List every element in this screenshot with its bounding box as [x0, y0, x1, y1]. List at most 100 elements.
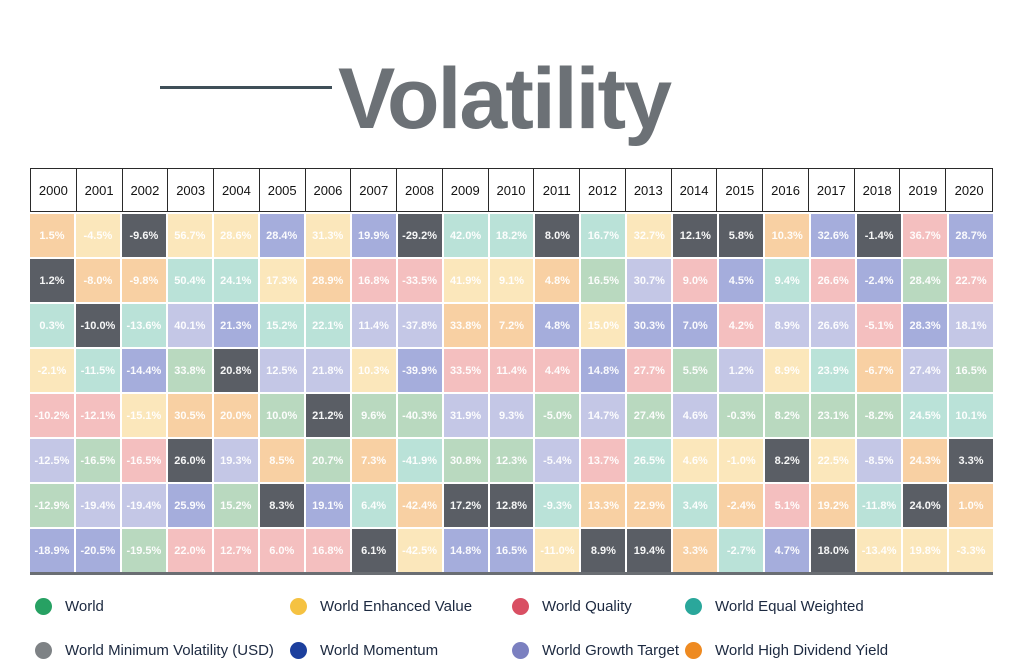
grid-cell-2008-min_vol: -29.2% [397, 214, 442, 257]
grid-cell-2007-equal_weighted: 6.4% [351, 484, 396, 527]
grid-cell-2003-min_vol: 26.0% [167, 439, 212, 482]
year-header-2016: 2016 [763, 169, 809, 211]
grid-cell-2020-world: 16.5% [949, 349, 993, 392]
grid-cell-2016-momentum: 4.7% [765, 529, 810, 572]
grid-cell-2014-enhanced_value: 4.6% [673, 439, 718, 482]
grid-cell-2011-growth_target: -5.4% [535, 439, 580, 482]
grid-cell-2000-equal_weighted: 0.3% [30, 304, 74, 347]
grid-cell-2007-momentum: 19.9% [351, 214, 396, 257]
legend-label-quality: World Quality [542, 597, 632, 615]
grid-cell-2018-quality: -5.1% [857, 304, 902, 347]
grid-cell-2019-growth_target: 27.4% [903, 349, 948, 392]
grid-cell-2008-growth_target: -37.8% [397, 304, 442, 347]
enhanced_value-legend-dot-icon [290, 597, 307, 615]
year-header-2000: 2000 [31, 169, 77, 211]
year-header-2005: 2005 [260, 169, 306, 211]
legend-label-growth_target: World Growth Target [542, 641, 679, 659]
grid-cell-2018-equal_weighted: -11.8% [857, 484, 902, 527]
grid-cell-2005-quality: 6.0% [259, 529, 304, 572]
year-header-2010: 2010 [489, 169, 535, 211]
grid-cell-2004-quality: 12.7% [213, 529, 258, 572]
quality-legend-dot-icon [512, 597, 529, 615]
grid-cell-2006-world: 20.7% [305, 439, 350, 482]
grid-cell-2006-equal_weighted: 22.1% [305, 304, 350, 347]
year-header-2012: 2012 [580, 169, 626, 211]
grid-cell-2001-high_dividend: -8.0% [75, 259, 120, 302]
grid-cell-2010-world: 12.3% [489, 439, 534, 482]
grid-cell-2000-high_dividend: 1.5% [30, 214, 74, 257]
legend-label-enhanced_value: World Enhanced Value [320, 597, 473, 615]
grid-cell-2002-world: -19.5% [121, 529, 166, 572]
grid-cell-2014-momentum: 7.0% [673, 304, 718, 347]
grid-cell-2001-min_vol: -10.0% [75, 304, 120, 347]
grid-cell-2002-momentum: -14.4% [121, 349, 166, 392]
grid-cell-2006-quality: 16.8% [305, 529, 350, 572]
grid-cell-2010-momentum: 16.5% [489, 529, 534, 572]
year-header-2015: 2015 [717, 169, 764, 211]
grid-cell-2005-momentum: 28.4% [259, 214, 304, 257]
grid-cell-2017-quality: 26.6% [811, 259, 856, 302]
grid-cell-2009-enhanced_value: 41.9% [443, 259, 488, 302]
grid-cell-2008-high_dividend: -42.4% [397, 484, 442, 527]
page-title: Volatility [338, 50, 672, 147]
min_vol-legend-dot-icon [35, 641, 52, 659]
year-header-2003: 2003 [168, 169, 215, 211]
grid-cell-2012-world: 16.5% [581, 259, 626, 302]
grid-cell-2003-momentum: 25.9% [167, 484, 212, 527]
title-underline [160, 86, 332, 89]
cells-grid: 1.5% -4.5% -9.6% 56.7% 28.6% 28.4% 31.3% 19.9% -… [30, 214, 993, 575]
grid-cell-2016-growth_target: 8.9% [765, 304, 810, 347]
grid-cell-2016-equal_weighted: 9.4% [765, 259, 810, 302]
grid-cell-2000-growth_target: -12.5% [30, 439, 74, 482]
grid-cell-2003-high_dividend: 30.5% [167, 394, 212, 437]
grid-cell-2015-growth_target: 1.2% [719, 349, 764, 392]
grid-cell-2003-growth_target: 40.1% [167, 304, 212, 347]
grid-cell-2013-equal_weighted: 26.5% [627, 439, 672, 482]
grid-cell-2006-enhanced_value: 31.3% [305, 214, 350, 257]
grid-cell-2003-quality: 22.0% [167, 529, 212, 572]
grid-cell-2012-high_dividend: 13.3% [581, 484, 626, 527]
grid-cell-2017-enhanced_value: 22.5% [811, 439, 856, 482]
grid-cell-2002-quality: -16.5% [121, 439, 166, 482]
year-header-2019: 2019 [900, 169, 947, 211]
year-header-2004: 2004 [214, 169, 260, 211]
grid-cell-2018-growth_target: -8.5% [857, 439, 902, 482]
legend-label-equal_weighted: World Equal Weighted [715, 597, 864, 615]
legend-label-min_vol: World Minimum Volatility (USD) [65, 641, 274, 659]
grid-cell-2001-growth_target: -19.4% [75, 484, 120, 527]
grid-cell-2015-momentum: 4.5% [719, 259, 764, 302]
grid-cell-2006-min_vol: 21.2% [305, 394, 350, 437]
grid-cell-2011-high_dividend: 4.8% [535, 259, 580, 302]
grid-cell-2009-growth_target: 31.9% [443, 394, 488, 437]
year-header-2017: 2017 [809, 169, 855, 211]
grid-cell-2001-enhanced_value: -4.5% [75, 214, 120, 257]
grid-cell-2020-high_dividend: 1.0% [949, 484, 993, 527]
grid-cell-2000-enhanced_value: -2.1% [30, 349, 74, 392]
grid-cell-2001-quality: -12.1% [75, 394, 120, 437]
growth_target-legend-dot-icon [512, 641, 529, 659]
grid-cell-2002-enhanced_value: -15.1% [121, 394, 166, 437]
grid-cell-2014-world: 5.5% [673, 349, 718, 392]
grid-cell-2013-quality: 27.7% [627, 349, 672, 392]
grid-cell-2013-enhanced_value: 32.7% [627, 214, 672, 257]
momentum-legend-dot-icon [290, 641, 307, 659]
grid-cell-2015-min_vol: 5.8% [719, 214, 764, 257]
grid-cell-2007-growth_target: 11.4% [351, 304, 396, 347]
grid-cell-2017-min_vol: 18.0% [811, 529, 856, 572]
grid-cell-2000-min_vol: 1.2% [30, 259, 74, 302]
grid-cell-2009-high_dividend: 33.8% [443, 304, 488, 347]
equal_weighted-legend-dot-icon [685, 597, 702, 615]
grid-cell-2013-momentum: 30.3% [627, 304, 672, 347]
grid-cell-2005-world: 10.0% [259, 394, 304, 437]
grid-cell-2012-min_vol: 8.9% [581, 529, 626, 572]
grid-cell-2004-high_dividend: 20.0% [213, 394, 258, 437]
grid-cell-2003-world: 33.8% [167, 349, 212, 392]
grid-cell-2012-momentum: 14.8% [581, 349, 626, 392]
legend-item-min_vol: World Minimum Volatility (USD) [35, 636, 290, 664]
grid-cell-2002-min_vol: -9.6% [121, 214, 166, 257]
legend-item-high_dividend: World High Dividend Yield [685, 636, 888, 664]
grid-cell-2017-equal_weighted: 23.9% [811, 349, 856, 392]
year-header-row: 2000 2001 2002 2003 2004 2005 2006 2007 2008 2009… [30, 168, 993, 212]
grid-cell-2017-momentum: 32.6% [811, 214, 856, 257]
